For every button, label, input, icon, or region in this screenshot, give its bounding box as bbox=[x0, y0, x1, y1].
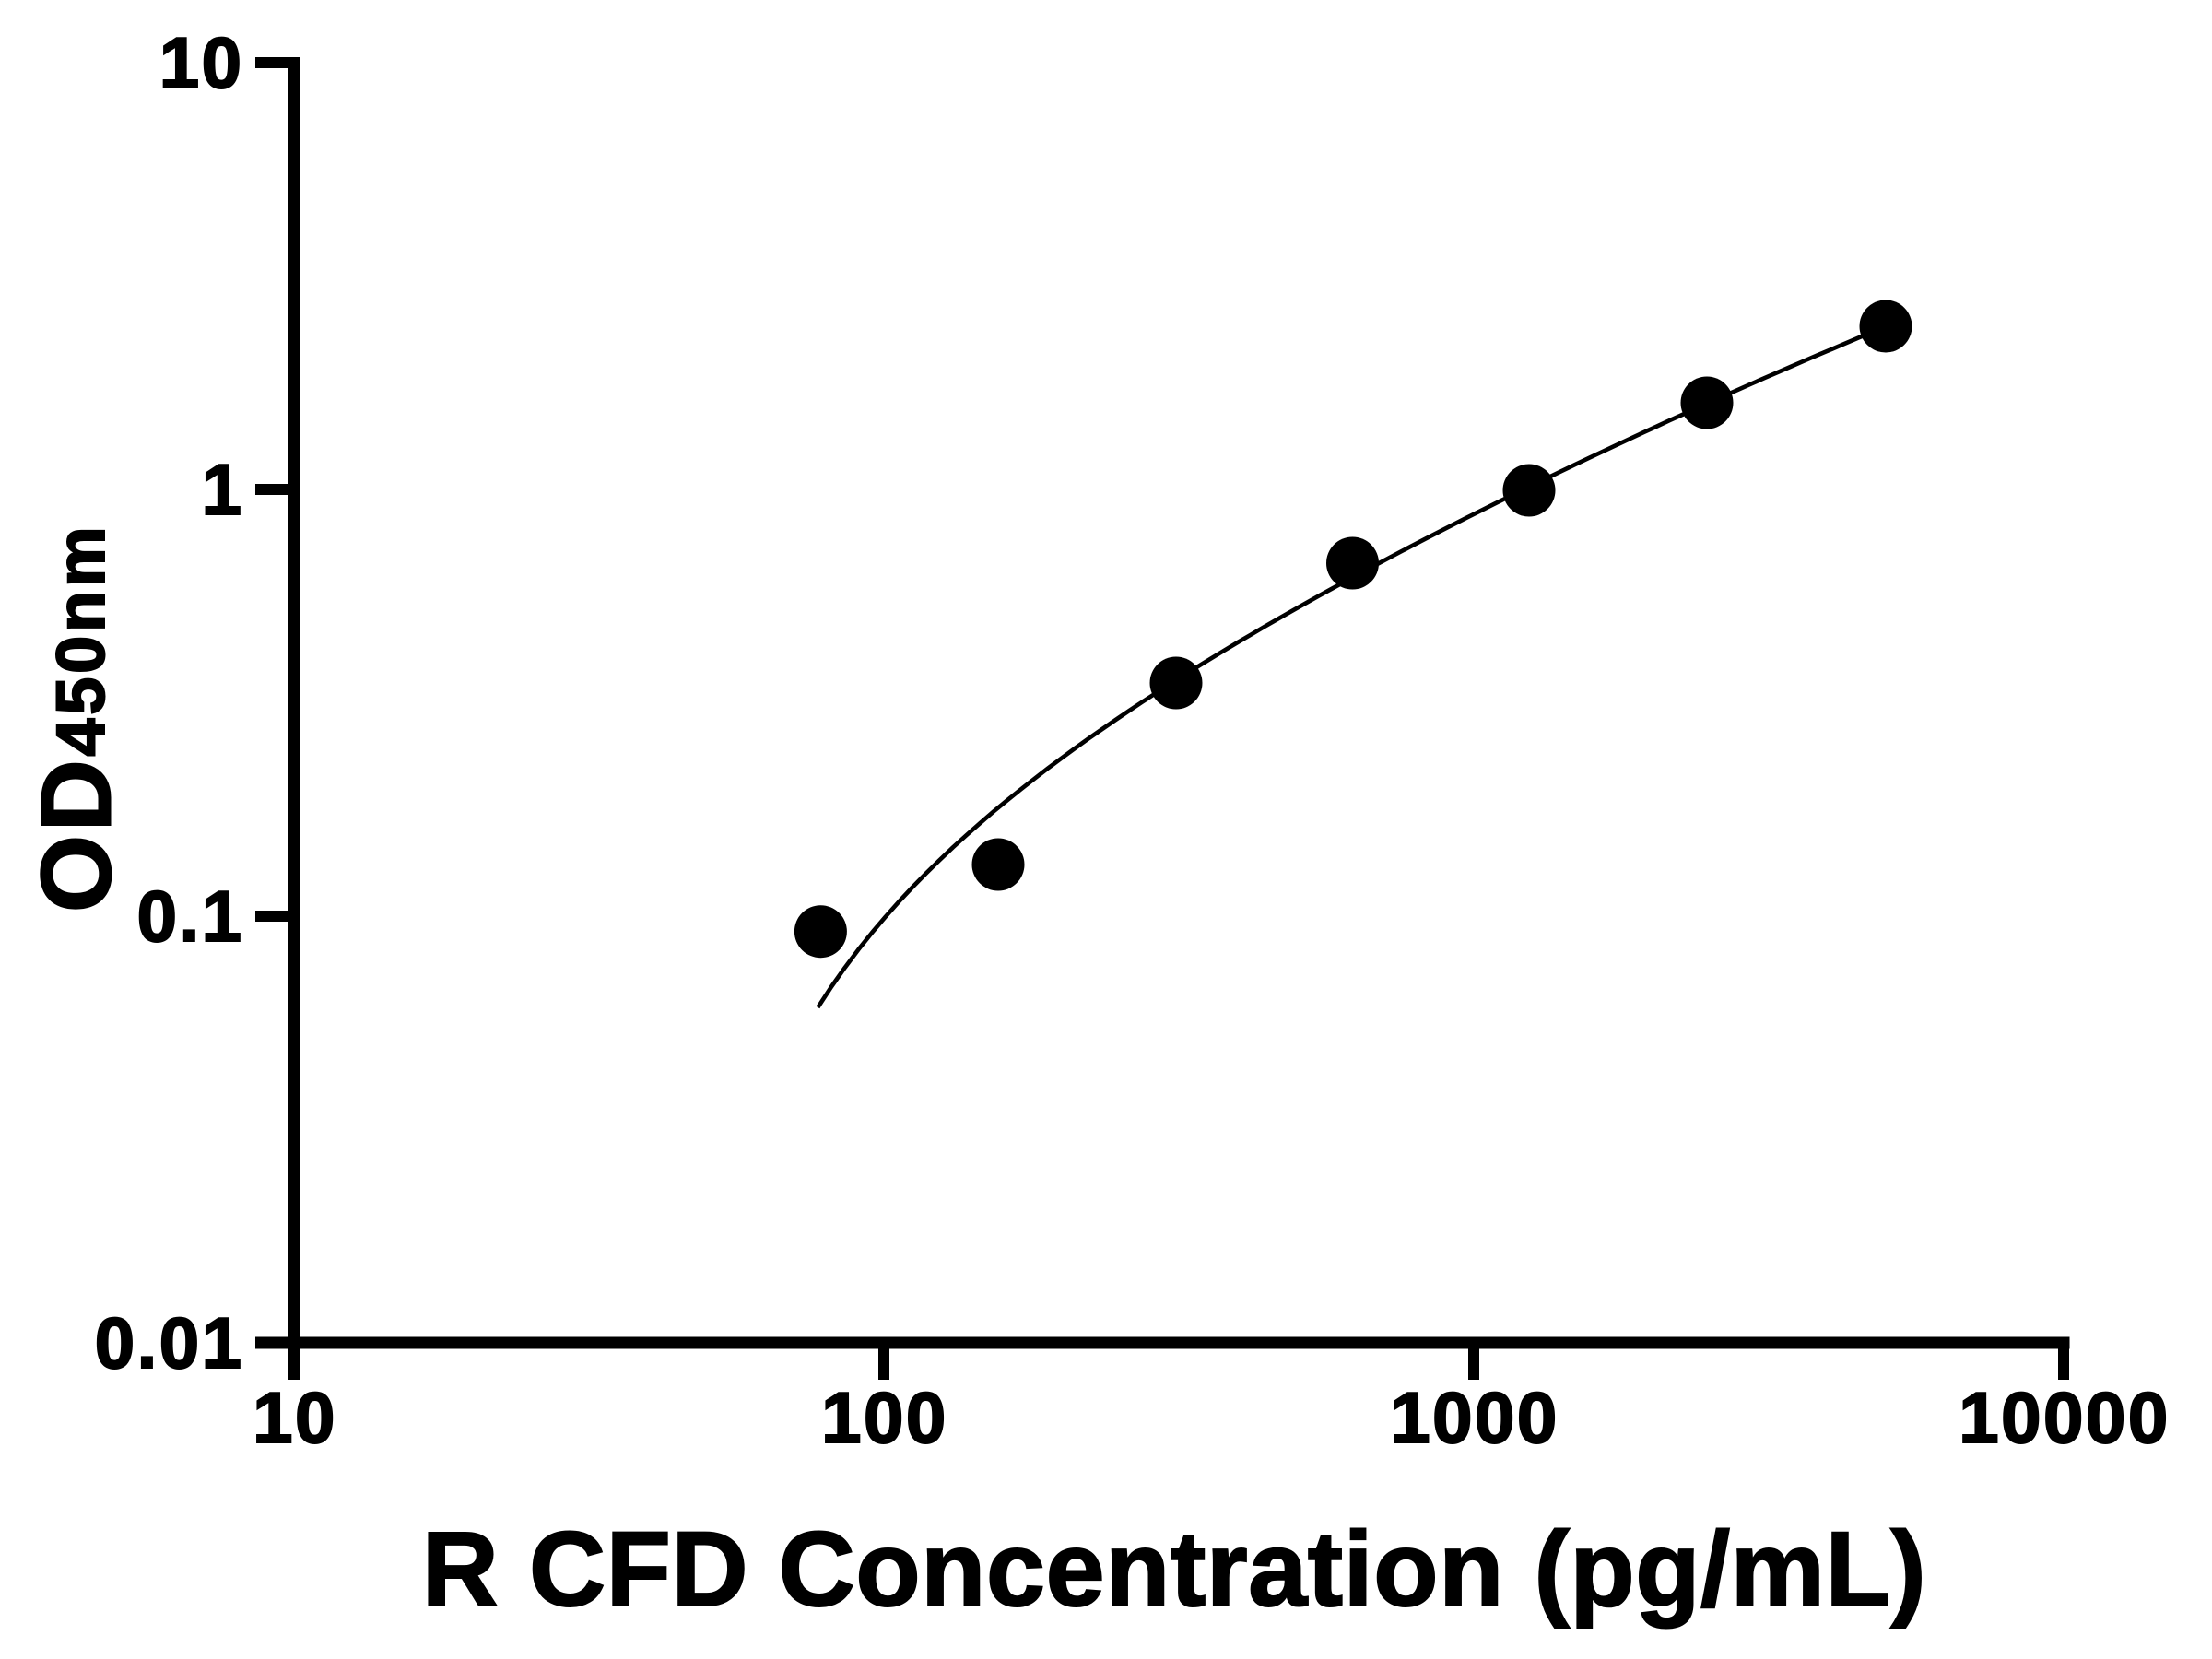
svg-text:100: 100 bbox=[821, 1377, 948, 1458]
svg-text:1000: 1000 bbox=[1390, 1377, 1559, 1458]
svg-text:0.01: 0.01 bbox=[95, 1302, 244, 1383]
svg-text:10: 10 bbox=[253, 1377, 337, 1458]
svg-text:0.1: 0.1 bbox=[137, 876, 244, 957]
svg-text:R CFD Concentration (pg/mL): R CFD Concentration (pg/mL) bbox=[422, 1511, 1926, 1629]
svg-text:10: 10 bbox=[159, 22, 244, 103]
svg-text:10000: 10000 bbox=[1959, 1377, 2170, 1458]
svg-text:1: 1 bbox=[202, 449, 244, 530]
